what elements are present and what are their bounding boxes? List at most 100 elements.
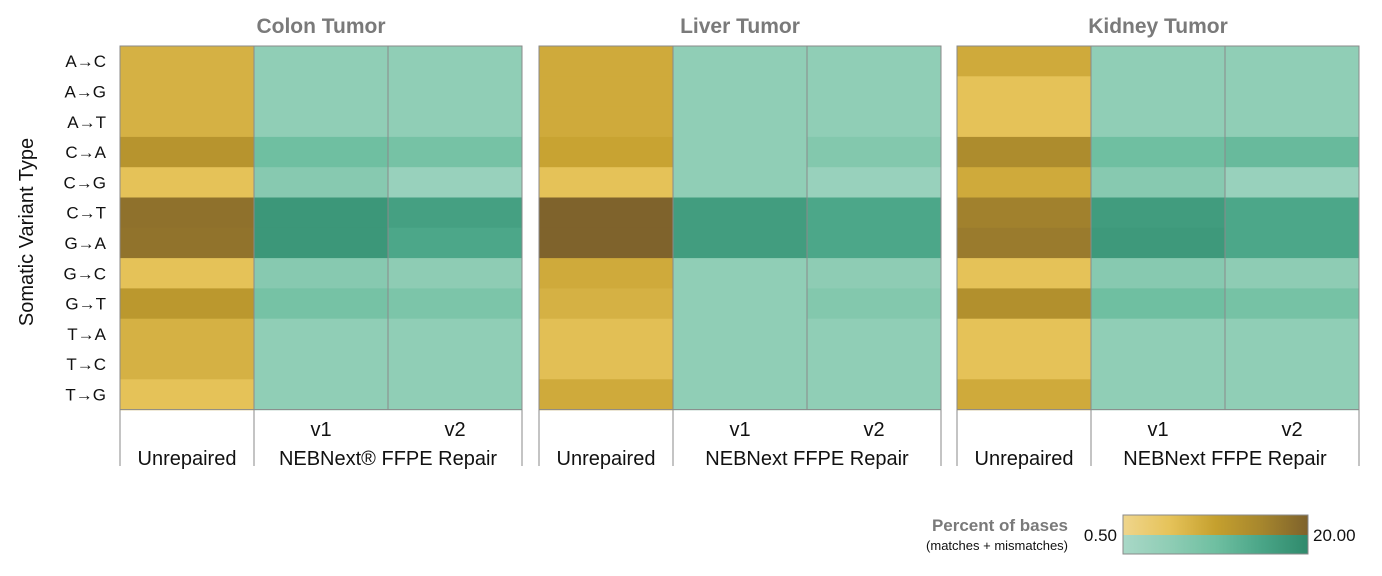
- legend-max-label: 20.00: [1313, 526, 1356, 545]
- panel-title: Kidney Tumor: [1088, 15, 1228, 38]
- panel-title: Liver Tumor: [680, 15, 800, 38]
- row-label: C→G: [64, 173, 107, 192]
- heatmap-cell: [957, 379, 1091, 411]
- heatmap-cell: [388, 106, 522, 138]
- heatmap-cell: [254, 288, 388, 320]
- heatmap-cell: [957, 136, 1091, 168]
- y-axis-label: Somatic Variant Type: [16, 138, 38, 326]
- heatmap-cell: [120, 288, 254, 320]
- version-label: v2: [863, 419, 884, 441]
- heatmap-cell: [1091, 76, 1225, 108]
- heatmap-cell: [673, 318, 807, 350]
- heatmap-cell: [1091, 136, 1225, 168]
- heatmap-cell: [673, 349, 807, 380]
- version-label: v1: [1147, 419, 1168, 441]
- heatmap-cell: [807, 197, 941, 229]
- unrepaired-label: Unrepaired: [557, 448, 656, 470]
- heatmap-cell: [539, 379, 673, 411]
- heatmap-cell: [807, 379, 941, 411]
- heatmap-cell: [388, 379, 522, 411]
- heatmap-cell: [120, 46, 254, 77]
- legend-subtitle: (matches + mismatches): [926, 538, 1068, 553]
- heatmap-cell: [120, 349, 254, 380]
- unrepaired-label: Unrepaired: [138, 448, 237, 470]
- heatmap-cell: [254, 106, 388, 138]
- heatmap-cell: [539, 136, 673, 168]
- heatmap-cell: [807, 136, 941, 168]
- row-label: G→T: [65, 295, 106, 314]
- heatmap-cell: [539, 197, 673, 229]
- heatmap-cell: [807, 258, 941, 289]
- row-label: T→C: [66, 355, 106, 374]
- heatmap-cell: [539, 76, 673, 108]
- row-label: A→C: [65, 52, 106, 71]
- heatmap-cell: [1091, 197, 1225, 229]
- heatmap-cell: [957, 197, 1091, 229]
- legend-title: Percent of bases: [932, 516, 1068, 535]
- heatmap-cell: [1225, 349, 1359, 380]
- heatmap-cell: [1091, 167, 1225, 199]
- heatmap-cell: [120, 167, 254, 199]
- heatmap-cell: [1091, 106, 1225, 138]
- heatmap-cell: [388, 227, 522, 259]
- heatmap-cell: [120, 227, 254, 259]
- heatmap-cell: [957, 288, 1091, 320]
- heatmap-cell: [254, 197, 388, 229]
- heatmap-cell: [673, 76, 807, 108]
- heatmap-cell: [388, 349, 522, 380]
- heatmap-cell: [1091, 46, 1225, 77]
- heatmap-cell: [1091, 349, 1225, 380]
- legend-repaired-gradient: [1123, 535, 1308, 554]
- heatmap-cell: [673, 197, 807, 229]
- heatmap-cell: [673, 136, 807, 168]
- heatmap-cell: [957, 349, 1091, 380]
- heatmap-cell: [120, 379, 254, 411]
- heatmap-cell: [1091, 258, 1225, 289]
- heatmap-cell: [1225, 46, 1359, 77]
- row-label: C→T: [66, 204, 106, 223]
- heatmap-cell: [807, 349, 941, 380]
- heatmap-cell: [388, 136, 522, 168]
- heatmap-cell: [388, 46, 522, 77]
- row-labels: A→C A→G A→T C→A C→G C→T G→A G→C G→T T→A T→C T→G: [64, 52, 107, 404]
- heatmap-cell: [673, 379, 807, 411]
- heatmap-cell: [1225, 227, 1359, 259]
- panel: Liver Tumor v1 v2 Unrepaired NEBNext FFPE Re…: [538, 15, 942, 470]
- heatmap-cell: [120, 136, 254, 168]
- heatmap-cell: [957, 227, 1091, 259]
- heatmap-cell: [120, 106, 254, 138]
- heatmap-cell: [539, 318, 673, 350]
- heatmap-cell: [1225, 197, 1359, 229]
- heatmap-cell: [254, 76, 388, 108]
- panel-frame: [538, 45, 942, 411]
- heatmap-cell: [254, 167, 388, 199]
- unrepaired-label: Unrepaired: [975, 448, 1074, 470]
- row-label: G→C: [64, 264, 107, 283]
- heatmap-cell: [254, 258, 388, 289]
- heatmap-cell: [957, 318, 1091, 350]
- heatmap-cell: [388, 258, 522, 289]
- heatmap-cell: [957, 106, 1091, 138]
- heatmap-cell: [1091, 227, 1225, 259]
- heatmap-cell: [254, 136, 388, 168]
- heatmap-cell: [1225, 379, 1359, 411]
- heatmap-cell: [539, 258, 673, 289]
- heatmap-cell: [673, 167, 807, 199]
- heatmap-cell: [254, 349, 388, 380]
- row-label: C→A: [65, 143, 106, 162]
- heatmap-cell: [807, 167, 941, 199]
- legend-frame: [1122, 514, 1309, 555]
- heatmap-cell: [539, 288, 673, 320]
- heatmap-cell: [673, 106, 807, 138]
- heatmap-cell: [1225, 76, 1359, 108]
- heatmap-cell: [1225, 258, 1359, 289]
- heatmap-cell: [539, 349, 673, 380]
- heatmap-cell: [673, 288, 807, 320]
- heatmap-cell: [673, 227, 807, 259]
- version-label: v1: [310, 419, 331, 441]
- heatmap-cell: [254, 318, 388, 350]
- heatmap-cell: [388, 288, 522, 320]
- row-label: T→A: [67, 325, 106, 344]
- heatmap-cell: [254, 379, 388, 411]
